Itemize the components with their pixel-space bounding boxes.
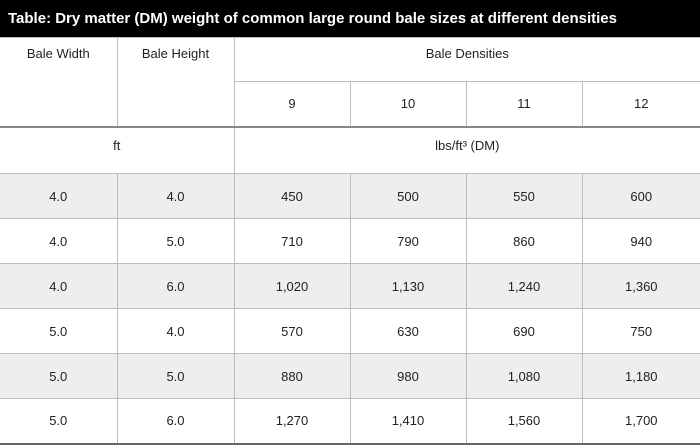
- table-title: Table: Dry matter (DM) weight of common …: [0, 0, 700, 37]
- cell-weight: 980: [349, 353, 467, 399]
- cell-weight: 750: [581, 308, 700, 354]
- cell-weight: 690: [465, 308, 583, 354]
- header-bale-densities: Bale Densities: [233, 37, 700, 82]
- header-density-9: 9: [234, 81, 351, 127]
- table-row: 5.0 5.0 880 980 1,080 1,180: [0, 353, 700, 399]
- cell-weight: 790: [349, 218, 467, 264]
- cell-width: 5.0: [0, 308, 118, 354]
- cell-weight: 1,270: [233, 398, 351, 445]
- cell-weight: 1,410: [349, 398, 467, 445]
- cell-height: 6.0: [116, 398, 235, 445]
- cell-width: 4.0: [0, 263, 118, 309]
- cell-height: 5.0: [116, 218, 235, 264]
- cell-width: 4.0: [0, 173, 118, 219]
- cell-width: 5.0: [0, 353, 118, 399]
- bale-weight-table: Bale Width Bale Height Bale Densities 9 …: [0, 37, 700, 445]
- cell-weight: 940: [581, 218, 700, 264]
- cell-weight: 1,240: [465, 263, 583, 309]
- table-row: 4.0 6.0 1,020 1,130 1,240 1,360: [0, 263, 700, 309]
- header-bale-height: Bale Height: [116, 37, 235, 127]
- table-row: 5.0 4.0 570 630 690 750: [0, 308, 700, 354]
- cell-weight: 710: [233, 218, 351, 264]
- unit-density: lbs/ft³ (DM): [233, 125, 700, 174]
- cell-weight: 500: [349, 173, 467, 219]
- cell-weight: 1,130: [349, 263, 467, 309]
- cell-weight: 570: [233, 308, 351, 354]
- cell-weight: 1,020: [233, 263, 351, 309]
- cell-height: 6.0: [116, 263, 235, 309]
- table-row: 4.0 4.0 450 500 550 600: [0, 173, 700, 219]
- cell-weight: 450: [233, 173, 351, 219]
- cell-weight: 1,360: [581, 263, 700, 309]
- cell-height: 4.0: [116, 308, 235, 354]
- table-row: 5.0 6.0 1,270 1,410 1,560 1,700: [0, 398, 700, 445]
- units-row: ft lbs/ft³ (DM): [0, 125, 700, 174]
- unit-dimension: ft: [0, 125, 235, 174]
- cell-weight: 600: [581, 173, 700, 219]
- cell-height: 5.0: [116, 353, 235, 399]
- cell-weight: 1,700: [581, 398, 700, 445]
- cell-height: 4.0: [116, 173, 235, 219]
- cell-weight: 1,180: [581, 353, 700, 399]
- header-bale-width: Bale Width: [0, 37, 118, 127]
- cell-weight: 1,560: [465, 398, 583, 445]
- cell-weight: 860: [465, 218, 583, 264]
- cell-weight: 630: [349, 308, 467, 354]
- cell-weight: 1,080: [465, 353, 583, 399]
- cell-width: 5.0: [0, 398, 118, 445]
- cell-width: 4.0: [0, 218, 118, 264]
- header-density-12: 12: [581, 81, 700, 127]
- cell-weight: 550: [465, 173, 583, 219]
- table-row: 4.0 5.0 710 790 860 940: [0, 218, 700, 264]
- header-density-10: 10: [349, 81, 467, 127]
- header-density-11: 11: [465, 81, 583, 127]
- cell-weight: 880: [233, 353, 351, 399]
